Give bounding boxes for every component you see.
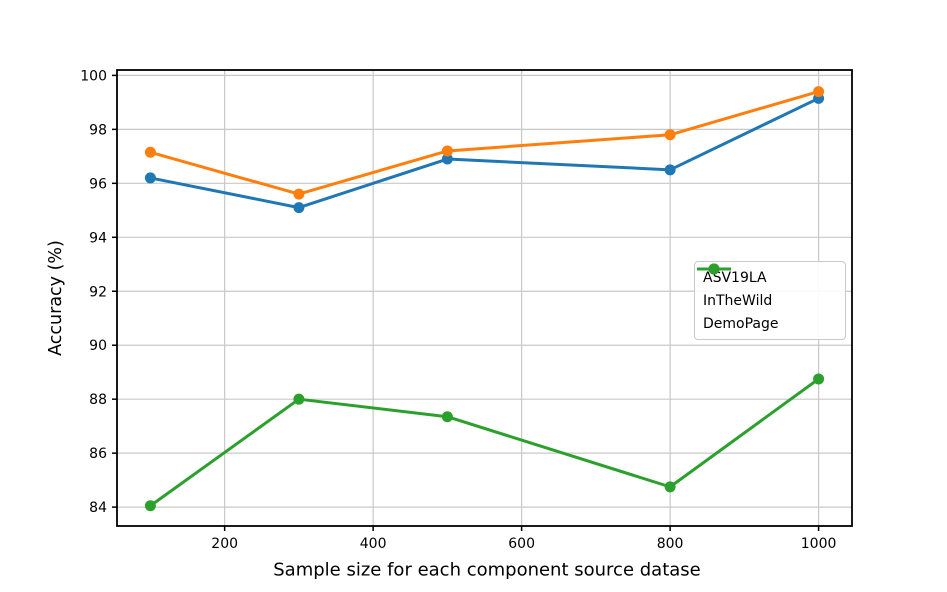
series-line-inthewild bbox=[148, 90, 821, 196]
series-line-demopage bbox=[148, 377, 821, 508]
data-point-demopage bbox=[293, 393, 305, 405]
data-point-inthewild bbox=[441, 145, 453, 157]
y-tick-label: 90 bbox=[89, 338, 107, 354]
x-tick-label: 1000 bbox=[801, 536, 837, 552]
legend-marker-icon bbox=[697, 263, 731, 275]
legend-label: InTheWild bbox=[703, 292, 773, 309]
data-point-inthewild bbox=[293, 188, 305, 200]
y-axis-label: Accuracy (%) bbox=[46, 240, 66, 356]
data-point-asv19la bbox=[293, 202, 305, 214]
y-tick-label: 94 bbox=[89, 230, 107, 246]
data-point-demopage bbox=[813, 373, 825, 385]
data-point-asv19la bbox=[664, 164, 676, 176]
legend-item-demopage: DemoPage bbox=[697, 263, 837, 335]
x-tick-label: 400 bbox=[360, 536, 387, 552]
x-tick-label: 800 bbox=[657, 536, 684, 552]
data-point-inthewild bbox=[144, 146, 156, 158]
data-point-demopage bbox=[441, 411, 453, 423]
y-tick-label: 86 bbox=[89, 446, 107, 462]
legend-item-inthewild: InTheWild bbox=[697, 263, 837, 312]
x-tick-label: 600 bbox=[508, 536, 535, 552]
y-tick-label: 100 bbox=[80, 68, 107, 84]
y-tick-label: 84 bbox=[89, 500, 107, 516]
data-point-asv19la bbox=[441, 153, 453, 165]
data-point-inthewild bbox=[664, 129, 676, 141]
series-line-asv19la bbox=[148, 96, 821, 210]
data-point-asv19la bbox=[144, 172, 156, 184]
x-axis-label: Sample size for each component source da… bbox=[273, 559, 701, 581]
y-tick-label: 98 bbox=[89, 122, 107, 138]
x-tick-label: 200 bbox=[211, 536, 238, 552]
y-tick-label: 88 bbox=[89, 392, 107, 408]
plot-border bbox=[116, 69, 853, 527]
y-tick-label: 92 bbox=[89, 284, 107, 300]
legend: ASV19LA InTheWild DemoPage bbox=[694, 261, 846, 340]
data-point-demopage bbox=[664, 481, 676, 493]
legend-label: ASV19LA bbox=[703, 269, 767, 286]
y-tick-label: 96 bbox=[89, 176, 107, 192]
data-point-demopage bbox=[144, 500, 156, 512]
data-point-inthewild bbox=[813, 86, 825, 98]
legend-label: DemoPage bbox=[703, 315, 779, 332]
